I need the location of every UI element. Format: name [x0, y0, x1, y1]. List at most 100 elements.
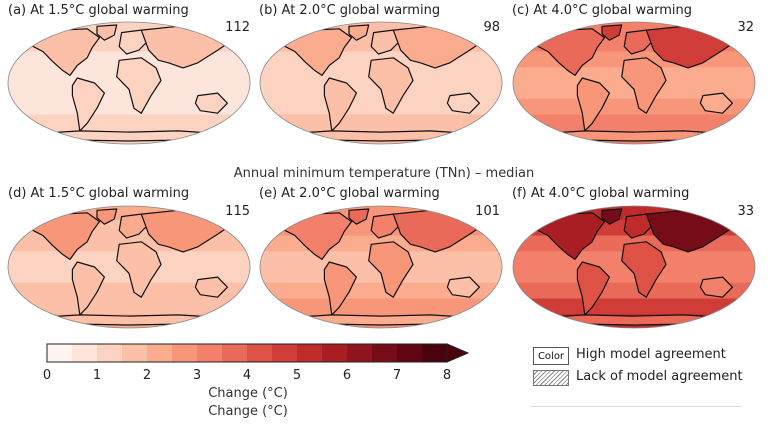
- legend-hatch-swatch: [533, 370, 569, 386]
- colorbar-swatch: [122, 344, 148, 362]
- land-north-america: [282, 212, 353, 261]
- map-outline: [7, 21, 251, 145]
- ocean-band: [260, 298, 502, 316]
- colorbar-swatch: [247, 344, 273, 362]
- land-north-america: [30, 28, 101, 77]
- colorbar-tick-label: 6: [342, 368, 352, 383]
- ocean-band: [8, 298, 250, 316]
- colorbar-tick-label: 2: [142, 368, 152, 383]
- land-north-america: [30, 212, 101, 261]
- colorbar-swatch: [197, 344, 223, 362]
- colorbar-swatch: [172, 344, 198, 362]
- legend-divider: [530, 406, 742, 407]
- land-australia: [699, 276, 733, 298]
- colorbar-swatch: [222, 344, 248, 362]
- section-title: Annual minimum temperature (TNn) – media…: [233, 166, 535, 181]
- land-australia: [446, 276, 480, 298]
- land-australia: [446, 92, 480, 114]
- ocean-band: [260, 114, 502, 132]
- ocean-band: [8, 114, 250, 132]
- legend-high-agreement: High model agreement: [576, 347, 726, 362]
- land-south-america: [323, 261, 358, 316]
- panel-e-map: [259, 205, 503, 329]
- land-australia: [194, 276, 228, 298]
- land-greenland: [96, 208, 118, 225]
- colorbar-swatch: [372, 344, 398, 362]
- panel-e-count: 101: [475, 204, 500, 219]
- panel-c-label: (c) At 4.0°C global warming: [512, 3, 692, 18]
- legend-lack-agreement: Lack of model agreement: [576, 369, 743, 384]
- colorbar-tick-label: 7: [392, 368, 402, 383]
- ocean-band: [260, 282, 502, 300]
- panel-c-count: 32: [737, 20, 754, 35]
- land-south-america: [71, 261, 106, 316]
- colorbar-swatch: [422, 344, 448, 362]
- legend-color-box: Color: [533, 347, 569, 365]
- colorbar-swatch: [47, 344, 73, 362]
- panel-d-count: 115: [225, 204, 250, 219]
- land-south-america: [323, 77, 358, 132]
- land-africa: [621, 57, 667, 114]
- land-africa: [116, 57, 162, 114]
- ocean-band: [513, 282, 755, 300]
- colorbar-extend-arrow: [446, 343, 470, 363]
- ocean-band: [513, 298, 755, 316]
- panel-d-label: (d) At 1.5°C global warming: [8, 186, 190, 201]
- land-north-america: [535, 28, 606, 77]
- land-north-america: [282, 28, 353, 77]
- land-australia: [194, 92, 228, 114]
- ocean-band: [513, 98, 755, 116]
- land-africa: [116, 241, 162, 298]
- map-outline: [259, 205, 503, 329]
- map-outline: [512, 205, 756, 329]
- map-outline: [259, 21, 503, 145]
- land-south-america: [71, 77, 106, 132]
- panel-a-label: (a) At 1.5°C global warming: [8, 3, 189, 18]
- colorbar-tick-label: 1: [92, 368, 102, 383]
- colorbar-tick-label: 5: [292, 368, 302, 383]
- colorbar-label-repeat: Change (°C): [208, 404, 288, 419]
- panel-d-map: [7, 205, 251, 329]
- land-africa: [368, 241, 414, 298]
- colorbar-frame: [46, 343, 448, 363]
- land-greenland: [348, 208, 370, 225]
- ocean-band: [513, 114, 755, 132]
- map-outline: [512, 21, 756, 145]
- panel-b-map: [259, 21, 503, 145]
- land-africa: [368, 57, 414, 114]
- colorbar-swatch: [97, 344, 123, 362]
- colorbar-swatch: [322, 344, 348, 362]
- panel-f-count: 33: [737, 204, 754, 219]
- land-africa: [621, 241, 667, 298]
- colorbar-swatch: [72, 344, 98, 362]
- colorbar-swatch: [347, 344, 373, 362]
- panel-a-map: [7, 21, 251, 145]
- ocean-band: [8, 98, 250, 116]
- colorbar-swatch: [397, 344, 423, 362]
- land-south-america: [576, 261, 611, 316]
- land-greenland: [96, 24, 118, 41]
- panel-b-label: (b) At 2.0°C global warming: [259, 3, 441, 18]
- panel-b-count: 98: [483, 20, 500, 35]
- colorbar-tick-label: 4: [242, 368, 252, 383]
- colorbar: [46, 343, 470, 363]
- map-outline: [7, 205, 251, 329]
- colorbar-tick-label: 0: [42, 368, 52, 383]
- land-greenland: [601, 208, 623, 225]
- panel-c-map: [512, 21, 756, 145]
- land-greenland: [348, 24, 370, 41]
- land-north-america: [535, 212, 606, 261]
- panel-e-label: (e) At 2.0°C global warming: [259, 186, 440, 201]
- panel-f-label: (f) At 4.0°C global warming: [512, 186, 690, 201]
- colorbar-swatch: [272, 344, 298, 362]
- land-greenland: [601, 24, 623, 41]
- ocean-band: [260, 98, 502, 116]
- ocean-band: [8, 282, 250, 300]
- colorbar-tick-label: 8: [442, 368, 452, 383]
- colorbar-swatch: [297, 344, 323, 362]
- land-australia: [699, 92, 733, 114]
- colorbar-tick-label: 3: [192, 368, 202, 383]
- colorbar-label: Change (°C): [208, 386, 288, 401]
- land-south-america: [576, 77, 611, 132]
- panel-f-map: [512, 205, 756, 329]
